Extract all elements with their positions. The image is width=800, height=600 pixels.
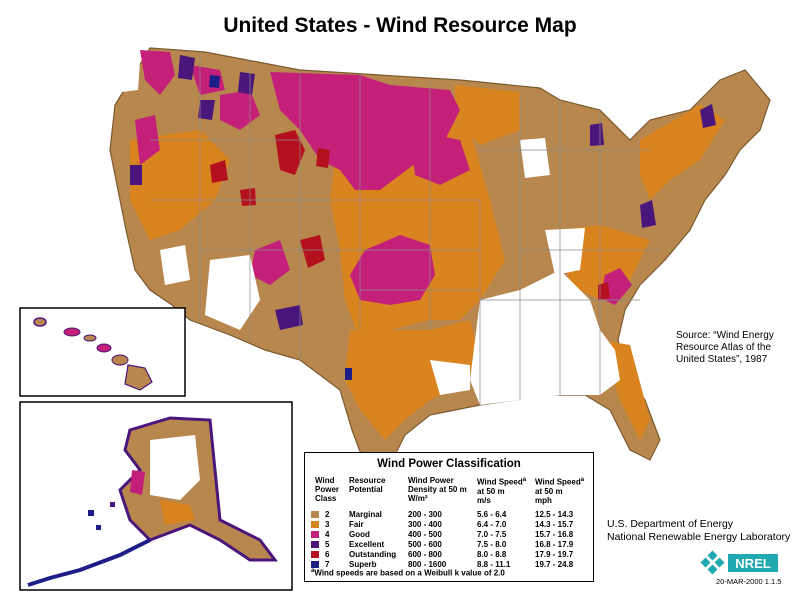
map-title: United States - Wind Resource Map	[223, 14, 577, 37]
legend-swatch	[311, 551, 319, 558]
hawaii-islands	[33, 317, 153, 391]
source-line-2: Resource Atlas of the	[676, 342, 772, 353]
agency-line-2: National Renewable Energy Laboratory	[607, 531, 791, 543]
alaska-landmass	[27, 416, 278, 587]
legend-swatch	[311, 541, 319, 548]
class6-regions	[210, 130, 610, 300]
low-resource-areas	[122, 60, 620, 405]
version-stamp: 20-MAR-2000 1.1.5	[716, 577, 782, 586]
state-boundaries	[150, 52, 660, 405]
legend-header-potential: Resource Potential	[349, 476, 386, 494]
legend-row-class-3: 3 Fair 300 - 400 6.4 - 7.0 14.3 - 15.7	[305, 520, 593, 530]
legend-swatch	[311, 521, 319, 528]
source-note: Source: “Wind Energy Resource Atlas of t…	[676, 330, 774, 366]
legend-row-class-7: 7 Superb 800 - 1600 8.8 - 11.1 19.7 - 24…	[305, 560, 593, 570]
svg-text:NREL: NREL	[735, 556, 770, 571]
legend-header-density: Wind Power Density at 50 m W/m²	[408, 476, 467, 503]
legend-swatch	[311, 561, 319, 568]
legend-header-class: Wind Power Class	[315, 476, 340, 503]
legend-row-class-2: 2 Marginal 200 - 300 5.6 - 6.4 12.5 - 14…	[305, 510, 593, 520]
agency-line-1: U.S. Department of Energy	[607, 518, 734, 530]
agency-credit: U.S. Department of Energy National Renew…	[607, 518, 790, 544]
legend-swatch	[311, 511, 319, 518]
legend-header-speed-ms: Wind Speeda at 50 m m/s	[477, 477, 527, 505]
class5-regions	[130, 55, 716, 330]
legend-row-class-4: 4 Good 400 - 500 7.0 - 7.5 15.7 - 16.8	[305, 530, 593, 540]
legend-swatch	[311, 531, 319, 538]
class7-regions	[209, 75, 352, 380]
legend-title: Wind Power Classification	[377, 458, 521, 470]
wind-power-legend: Wind Power Classification Wind Power Cla…	[304, 452, 594, 582]
legend-row-class-6: 6 Outstanding 600 - 800 8.0 - 8.8 17.9 -…	[305, 550, 593, 560]
legend-row-class-5: 5 Excellent 500 - 600 7.5 - 8.0 16.8 - 1…	[305, 540, 593, 550]
legend-footnote: aWind speeds are based on a Weibull k va…	[311, 568, 505, 578]
nrel-logo: NREL	[700, 550, 778, 575]
source-line-1: Source: “Wind Energy	[676, 330, 774, 341]
legend-header-speed-mph: Wind Speeda at 50 m mph	[535, 477, 585, 505]
source-line-3: United States”, 1987	[676, 354, 768, 365]
